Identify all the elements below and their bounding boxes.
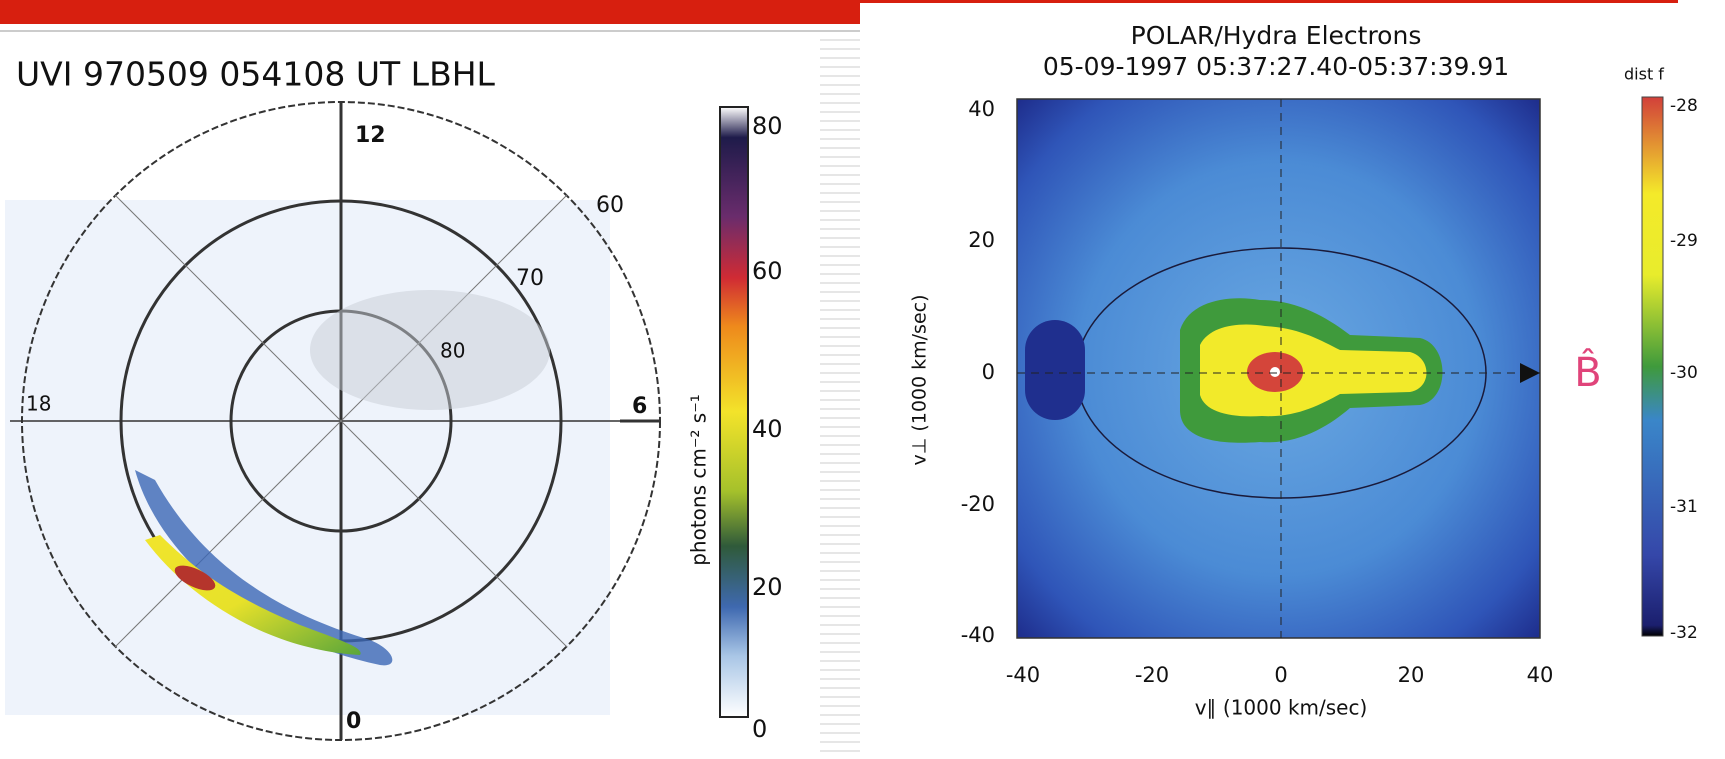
x-tick-label: 40 xyxy=(1527,663,1554,687)
colorbar-tick: 60 xyxy=(752,257,783,285)
x-axis-label: v∥ (1000 km/sec) xyxy=(1195,696,1368,720)
y-tick-label: 20 xyxy=(968,228,995,252)
colorbar-tick: 0 xyxy=(752,715,767,743)
slide: UVI 970509 054108 UT LBHL 12 18 6 0 60 7… xyxy=(0,0,1725,759)
colorbar-tick: -32 xyxy=(1670,623,1698,643)
x-tick-label: -20 xyxy=(1135,663,1169,687)
right-title: POLAR/Hydra Electrons xyxy=(1131,21,1422,50)
left-title: UVI 970509 054108 UT LBHL xyxy=(16,55,496,94)
latitude-label: 80 xyxy=(440,339,465,363)
peak-center xyxy=(1270,367,1280,377)
colorbar-tick: 80 xyxy=(752,112,783,140)
y-axis-label: v⊥ (1000 km/sec) xyxy=(909,295,931,466)
colorbar-tick: -31 xyxy=(1670,497,1698,517)
diffuse-emission xyxy=(310,290,550,410)
header-line xyxy=(860,0,1678,3)
latitude-label: 60 xyxy=(596,193,624,218)
y-tick-label: 0 xyxy=(982,360,995,384)
y-tick-label: -40 xyxy=(961,623,995,647)
colorbar-tick: 40 xyxy=(752,415,783,443)
low-density xyxy=(1025,320,1085,420)
x-tick-label: 20 xyxy=(1398,663,1425,687)
colorbar-label: dist f xyxy=(1624,65,1664,84)
x-tick-label: 0 xyxy=(1274,663,1287,687)
colorbar-tick: -30 xyxy=(1670,363,1698,383)
x-tick-label: -40 xyxy=(1006,663,1040,687)
colorbar-tick: -28 xyxy=(1670,96,1698,116)
latitude-label: 70 xyxy=(516,266,544,291)
field-label: B̂ xyxy=(1574,348,1601,396)
y-tick-label: -20 xyxy=(961,492,995,516)
right-subtitle: 05-09-1997 05:37:27.40-05:37:39.91 xyxy=(1043,52,1509,81)
colorbar-label: photons cm⁻² s⁻¹ xyxy=(687,394,711,566)
hour-label: 6 xyxy=(632,394,647,419)
header-bar xyxy=(0,0,860,24)
hour-label: 12 xyxy=(355,123,386,148)
colorbar xyxy=(720,107,748,717)
y-tick-label: 40 xyxy=(968,97,995,121)
colorbar-tick: -29 xyxy=(1670,231,1698,251)
colorbar-tick: 20 xyxy=(752,573,783,601)
right-panel: POLAR/Hydra Electrons 05-09-1997 05:37:2… xyxy=(909,21,1698,720)
hour-label: 0 xyxy=(346,709,361,734)
colorbar xyxy=(1642,97,1663,636)
stripes xyxy=(820,36,860,756)
left-panel: UVI 970509 054108 UT LBHL 12 18 6 0 60 7… xyxy=(5,55,783,744)
hour-label: 18 xyxy=(26,392,51,416)
